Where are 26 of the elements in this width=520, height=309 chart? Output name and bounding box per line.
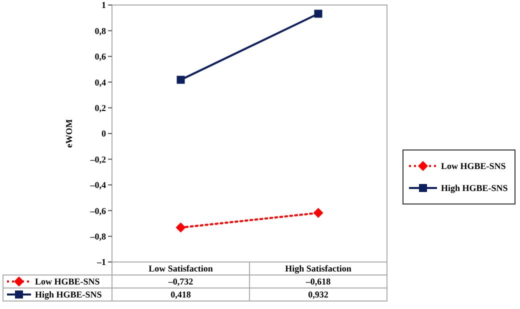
- legend-label: Low HGBE-SNS: [35, 276, 100, 287]
- y-tick-label: –0,6: [89, 206, 106, 216]
- point: [176, 222, 186, 233]
- data-label: –0,732: [167, 276, 194, 287]
- y-tick-label: –0,2: [89, 154, 106, 164]
- y-tick-label: 1: [102, 0, 106, 10]
- y-tick-label: –0,8: [89, 231, 106, 242]
- point: [313, 208, 324, 218]
- y-axis-title: eWOM: [64, 118, 74, 148]
- data-label: 0,932: [308, 290, 329, 300]
- y-tick-label: 0,6: [94, 52, 106, 62]
- text: Low HGBE-SNS: [441, 161, 506, 172]
- text: High HGBE-SNS: [35, 290, 102, 300]
- y-tick-label: –0,4: [89, 180, 106, 190]
- x-tick-label: Low Satisfaction: [148, 264, 213, 274]
- point: [314, 10, 322, 18]
- legend-label: High HGBE-SNS: [441, 183, 508, 194]
- data-label: 0,418: [170, 290, 192, 300]
- y-tick-label: 0,2: [94, 102, 106, 113]
- point: [176, 76, 185, 84]
- data-label: –0,618: [304, 276, 332, 287]
- y-tick-label: –1: [96, 257, 106, 268]
- y-tick-label: 0,8: [94, 26, 106, 36]
- x-tick-label: High Satisfaction: [285, 264, 352, 274]
- y-tick-label: 0,4: [94, 77, 106, 88]
- y-tick-label: 0: [102, 128, 106, 139]
